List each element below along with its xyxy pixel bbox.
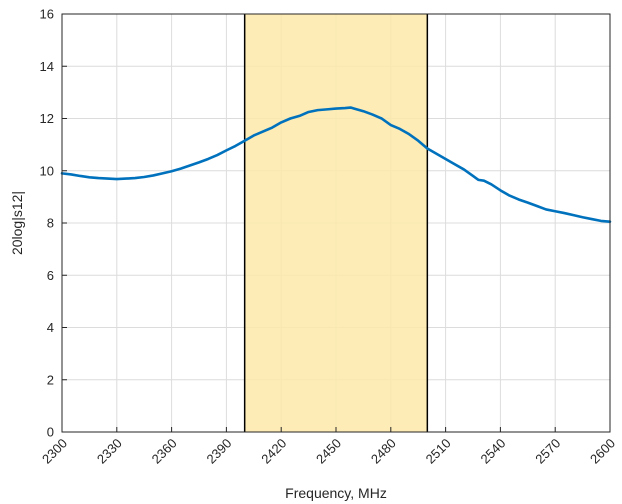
y-tick-label: 2: [47, 372, 54, 387]
highlight-band: [243, 14, 429, 432]
x-tick-label: 2540: [477, 436, 508, 467]
y-tick-label: 8: [47, 216, 54, 231]
x-tick-label: 2420: [258, 436, 289, 467]
y-tick-label: 4: [47, 320, 54, 335]
x-tick-label: 2330: [94, 436, 125, 467]
y-tick-label: 16: [40, 7, 54, 22]
y-axis-label: 20log|s12|: [9, 191, 25, 255]
series-group: [60, 106, 612, 223]
y-tick-label: 6: [47, 268, 54, 283]
x-tick-label: 2300: [39, 436, 70, 467]
y-tick-label: 12: [40, 111, 54, 126]
y-tick-label: 10: [40, 163, 54, 178]
x-axis-label: Frequency, MHz: [285, 485, 387, 501]
y-tick-label: 14: [40, 59, 54, 74]
x-axis-ticks: 2300 2330 2360 2390 2420 2450 2480 2510 2540 2570…: [39, 427, 618, 467]
x-tick-label: 2390: [203, 436, 234, 467]
x-tick-label: 2450: [313, 436, 344, 467]
x-tick-label: 2480: [368, 436, 399, 467]
y-tick-label: 0: [47, 425, 54, 440]
x-tick-label: 2360: [149, 436, 180, 467]
x-tick-label: 2570: [532, 436, 563, 467]
y-axis-ticks: 0 2 4 6 8 10 12 14 16: [40, 7, 67, 440]
band-fill: [244, 14, 428, 432]
x-tick-label: 2600: [587, 436, 618, 467]
x-tick-label: 2510: [423, 436, 454, 467]
series-line: [60, 106, 612, 223]
